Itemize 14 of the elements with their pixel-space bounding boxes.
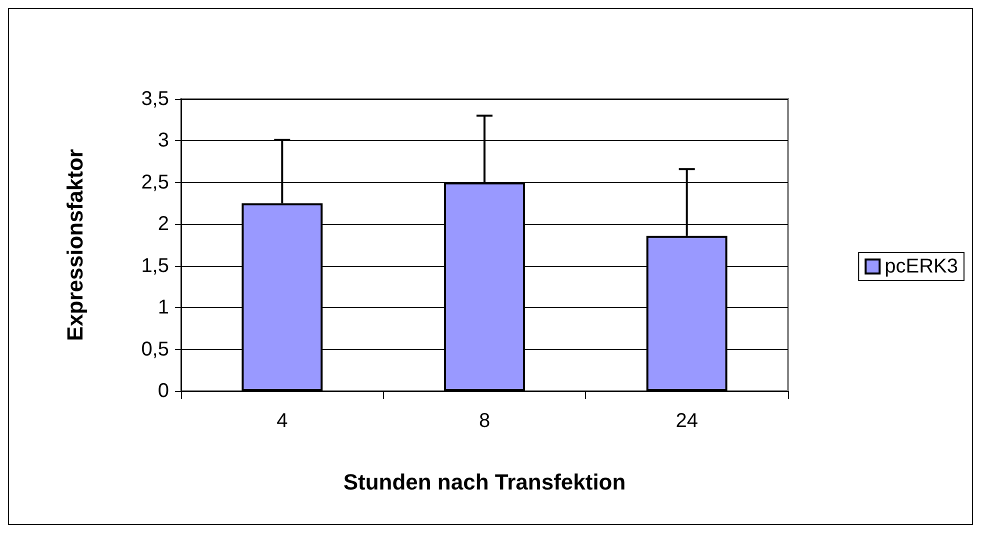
- y-tick-label: 3,5: [141, 88, 169, 110]
- y-tick-label: 3: [158, 130, 169, 152]
- y-tick-label: 0: [158, 380, 169, 402]
- x-tick-label: 8: [478, 410, 490, 432]
- y-tick-label: 1: [158, 296, 169, 319]
- legend-label: pcERK3: [884, 256, 958, 278]
- y-tick-label: 0,5: [141, 338, 169, 360]
- x-tick-label: 4: [276, 410, 288, 432]
- y-tick-label: 2,5: [141, 171, 169, 194]
- y-tick-label: 1,5: [141, 254, 169, 277]
- y-tick-label: 2: [158, 213, 169, 236]
- x-tick-label: 24: [676, 410, 698, 432]
- x-axis-title: Stunden nach Transfektion: [343, 470, 626, 494]
- y-axis-title: Expressionsfaktor: [62, 148, 88, 341]
